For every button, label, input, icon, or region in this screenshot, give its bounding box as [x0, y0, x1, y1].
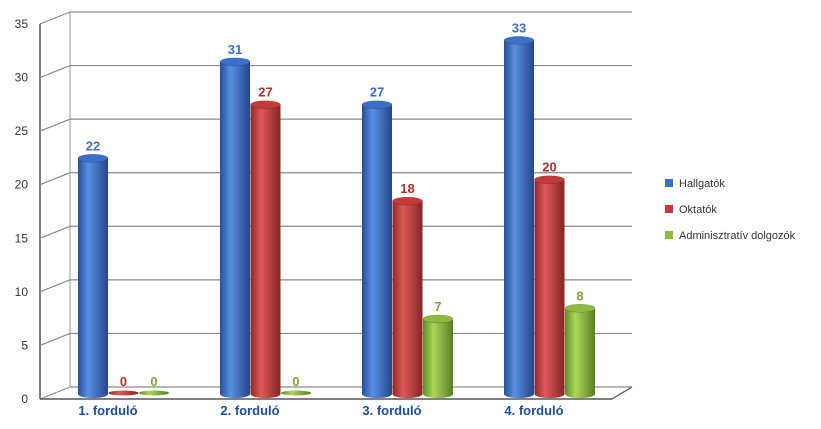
bar-body	[78, 158, 108, 398]
bar-zero-disc	[281, 390, 311, 396]
bar-body	[565, 308, 595, 398]
gridline-side	[39, 332, 71, 346]
data-label: 0	[292, 374, 299, 389]
gridline-side	[39, 279, 71, 293]
bar-top	[534, 175, 565, 185]
gridline-side	[39, 11, 71, 25]
y-tick-label: 10	[15, 285, 29, 299]
bar	[534, 175, 565, 398]
y-tick-label: 25	[15, 124, 29, 138]
y-tick-label: 20	[15, 178, 29, 192]
data-label: 27	[370, 85, 384, 100]
bar-top	[564, 303, 596, 313]
data-label: 20	[542, 160, 556, 175]
y-tick-label: 5	[21, 338, 28, 352]
bar-body	[392, 201, 423, 398]
bar	[250, 100, 281, 398]
bar	[503, 36, 535, 399]
x-tick-label: 4. forduló	[504, 403, 563, 418]
legend: Hallgatók Oktatók Adminisztratív dolgozók	[665, 178, 796, 242]
x-tick-label: 1. forduló	[78, 403, 137, 418]
bars	[77, 36, 596, 399]
bar	[361, 100, 393, 398]
data-label: 18	[400, 181, 414, 196]
floor-right-edge	[611, 386, 633, 400]
data-label: 27	[258, 85, 272, 100]
legend-label: Adminisztratív dolgozók	[679, 230, 796, 242]
bar	[281, 390, 311, 396]
grid	[39, 11, 633, 400]
data-label: 7	[434, 299, 441, 314]
y-tick-label: 0	[21, 392, 28, 406]
legend-label: Oktatók	[679, 204, 717, 216]
data-label: 22	[86, 138, 100, 153]
x-axis: 1. forduló 2. forduló 3. forduló 4. forduló	[78, 403, 563, 418]
bar	[422, 314, 454, 398]
bar	[108, 390, 139, 396]
bar	[564, 303, 596, 398]
gridline-side	[39, 65, 71, 79]
bar-top	[392, 196, 423, 206]
legend-swatch	[665, 231, 673, 239]
legend-swatch	[665, 205, 673, 213]
bar-body	[423, 319, 453, 398]
bar-body	[534, 179, 565, 398]
data-labels: 22 0 0 31 27 0 27 18 7 33 20 8	[86, 20, 584, 389]
data-label: 0	[120, 374, 127, 389]
bar-body	[250, 104, 281, 398]
x-tick-label: 3. forduló	[362, 403, 421, 418]
gridline-side	[39, 225, 71, 239]
bar-zero-disc	[108, 390, 139, 396]
data-label: 33	[512, 20, 526, 35]
bar-zero-disc	[139, 390, 169, 396]
bar	[139, 390, 169, 396]
y-tick-label: 15	[15, 231, 29, 245]
bar-body	[362, 104, 392, 398]
data-label: 31	[228, 42, 242, 57]
gridline-side	[39, 118, 71, 132]
legend-label: Hallgatók	[679, 178, 725, 190]
bar	[392, 196, 423, 398]
legend-swatch	[665, 179, 673, 187]
bar-top	[503, 36, 535, 45]
bar	[219, 57, 251, 398]
gridline-side	[39, 386, 71, 400]
bar-top	[361, 100, 393, 110]
y-tick-label: 35	[15, 17, 29, 31]
x-tick-label: 2. forduló	[220, 403, 279, 418]
y-tick-label: 30	[15, 71, 29, 85]
bar-top	[219, 57, 251, 67]
bar-body	[220, 61, 250, 398]
bar-top	[77, 153, 109, 163]
bar-top	[250, 100, 281, 110]
data-label: 8	[576, 288, 583, 303]
bar-body	[504, 40, 534, 399]
data-label: 0	[150, 374, 157, 389]
bar	[77, 153, 109, 398]
y-axis: 0 5 10 15 20 25 30 35	[15, 17, 29, 406]
bar-top	[422, 314, 454, 324]
gridline-side	[39, 172, 71, 186]
